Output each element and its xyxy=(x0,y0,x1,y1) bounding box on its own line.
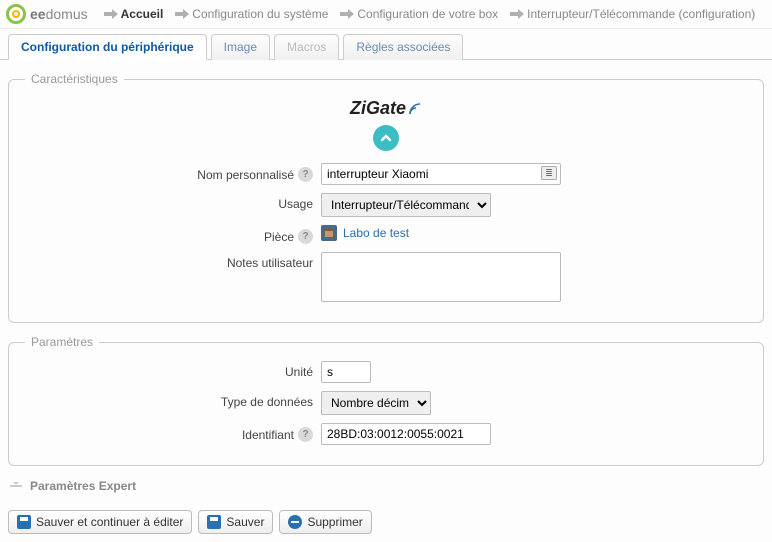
tab-rules[interactable]: Règles associées xyxy=(343,34,463,60)
signal-icon xyxy=(408,102,422,116)
expert-toggle[interactable]: Paramètres Expert xyxy=(8,478,764,494)
row-custom-name: Nom personnalisé ? ≣ xyxy=(21,163,751,185)
input-custom-name[interactable] xyxy=(321,163,561,185)
chevron-up-icon xyxy=(379,131,393,145)
legend-parameters: Paramètres xyxy=(25,335,99,349)
label-unit: Unité xyxy=(285,365,313,379)
arrow-icon xyxy=(104,9,118,19)
breadcrumb-box[interactable]: Configuration de votre box xyxy=(336,5,502,23)
help-icon[interactable]: ? xyxy=(298,167,313,182)
row-identifier: Identifiant ? xyxy=(21,423,751,445)
top-bar: eedomus Accueil Configuration du système… xyxy=(0,0,772,29)
fieldset-parameters: Paramètres Unité Type de données Nombre … xyxy=(8,335,764,466)
breadcrumb-device[interactable]: Interrupteur/Télécommande (configuration… xyxy=(506,5,759,23)
collapse-button[interactable] xyxy=(373,125,399,151)
row-notes: Notes utilisateur xyxy=(21,252,751,302)
row-usage: Usage Interrupteur/Télécommande xyxy=(21,193,751,217)
zigate-text: ZiGate xyxy=(350,98,406,119)
expert-label: Paramètres Expert xyxy=(30,479,136,493)
breadcrumb-label: Configuration de votre box xyxy=(357,7,498,21)
brand-logo[interactable]: eedomus xyxy=(6,4,88,24)
room-link[interactable]: Labo de test xyxy=(343,226,409,240)
breadcrumb-label: Accueil xyxy=(121,7,164,21)
action-bar: Sauver et continuer à éditer Sauver Supp… xyxy=(0,502,772,542)
device-header: ZiGate xyxy=(21,98,751,151)
delete-button[interactable]: Supprimer xyxy=(279,510,371,534)
row-datatype: Type de données Nombre décimal xyxy=(21,391,751,415)
label-usage: Usage xyxy=(278,197,313,211)
breadcrumb-system[interactable]: Configuration du système xyxy=(171,5,332,23)
tab-bar: Configuration du périphérique Image Macr… xyxy=(0,29,772,60)
expand-icon xyxy=(8,478,24,494)
help-icon[interactable]: ? xyxy=(298,229,313,244)
select-usage[interactable]: Interrupteur/Télécommande xyxy=(321,193,491,217)
logo-icon xyxy=(6,4,26,24)
breadcrumb-label: Interrupteur/Télécommande (configuration… xyxy=(527,7,755,21)
save-button[interactable]: Sauver xyxy=(198,510,273,534)
room-icon xyxy=(321,225,337,241)
arrow-icon xyxy=(510,9,524,19)
row-room: Pièce ? Labo de test xyxy=(21,225,751,244)
label-room: Pièce xyxy=(264,230,294,244)
fieldset-characteristics: Caractéristiques ZiGate Nom personnalisé… xyxy=(8,72,764,323)
label-custom-name: Nom personnalisé xyxy=(197,168,294,182)
tags-button[interactable]: ≣ xyxy=(541,166,557,180)
legend-characteristics: Caractéristiques xyxy=(25,72,124,86)
textarea-notes[interactable] xyxy=(321,252,561,302)
tab-macros: Macros xyxy=(274,34,339,60)
row-unit: Unité xyxy=(21,361,751,383)
label-notes: Notes utilisateur xyxy=(227,256,313,270)
select-datatype[interactable]: Nombre décimal xyxy=(321,391,431,415)
breadcrumb-label: Configuration du système xyxy=(192,7,328,21)
input-identifier[interactable] xyxy=(321,423,491,445)
tab-config[interactable]: Configuration du périphérique xyxy=(8,34,207,60)
label-datatype: Type de données xyxy=(221,395,313,409)
help-icon[interactable]: ? xyxy=(298,427,313,442)
save-continue-button[interactable]: Sauver et continuer à éditer xyxy=(8,510,192,534)
logo-text: eedomus xyxy=(30,6,88,22)
tab-image[interactable]: Image xyxy=(211,34,270,60)
arrow-icon xyxy=(340,9,354,19)
breadcrumb-home[interactable]: Accueil xyxy=(100,5,168,23)
input-unit[interactable] xyxy=(321,361,371,383)
zigate-logo: ZiGate xyxy=(350,98,422,119)
label-identifier: Identifiant xyxy=(242,428,294,442)
arrow-icon xyxy=(175,9,189,19)
